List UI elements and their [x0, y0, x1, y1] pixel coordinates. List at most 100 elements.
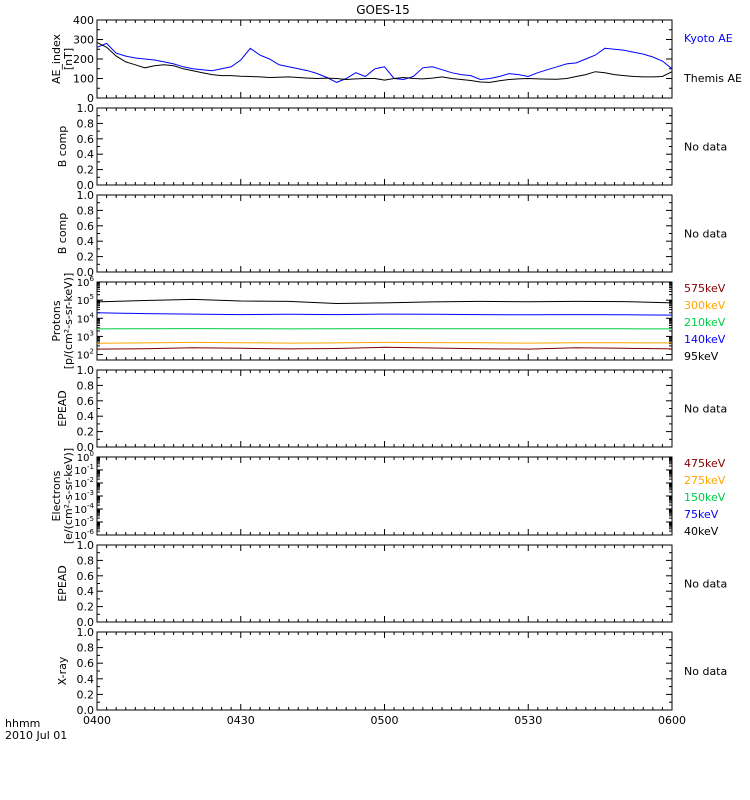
y-tick-label: 0.8 [77, 117, 95, 130]
x-tick-label: 0500 [371, 714, 399, 727]
y-tick-label: 0.4 [77, 235, 95, 248]
y-tick-label: 200 [73, 53, 94, 66]
no-data-label: No data [684, 665, 727, 678]
y-tick-label: 0.6 [77, 133, 95, 146]
panel-frame [96, 456, 673, 536]
series-line-themis-ae [96, 41, 673, 83]
figure-title: GOES-15 [356, 3, 410, 17]
y-tick-label: 1.0 [77, 364, 95, 377]
series-line-575kev [96, 346, 673, 350]
y-tick-label: 0.8 [77, 554, 95, 567]
panel-frame [96, 369, 673, 448]
y-tick-label: 10-3 [74, 489, 94, 503]
y-tick-label: 1.0 [77, 539, 95, 552]
panel-frame [96, 544, 673, 623]
y-tick-label: 10-6 [74, 528, 94, 542]
y-axis-label: Electrons [50, 470, 63, 521]
no-data-label: No data [684, 403, 727, 416]
y-tick-label: 10-1 [74, 463, 94, 477]
y-axis-label: AE_index [50, 33, 63, 84]
series-line-140kev [96, 312, 673, 316]
y-tick-label: 10-5 [74, 515, 94, 529]
legend-label: 210keV [684, 316, 726, 329]
legend-label: Kyoto AE [684, 32, 733, 45]
y-tick-label: 0.8 [77, 642, 95, 655]
legend-label: 575keV [684, 282, 726, 295]
y-tick-label: 0.6 [77, 220, 95, 233]
y-axis-label: X-ray [56, 656, 69, 685]
y-tick-label: 100 [77, 450, 94, 464]
panel-epead-2: EPEAD 0.0 0.2 0.4 0.6 0.8 1.0 No data [56, 539, 727, 629]
panel-frame [96, 631, 673, 711]
y-tick-label: 0.0 [77, 266, 95, 279]
no-data-label: No data [684, 141, 727, 154]
y-tick-label: 0.0 [77, 616, 95, 629]
legend-label: 40keV [684, 525, 719, 538]
y-tick-label: 0.0 [77, 179, 95, 192]
legend-label: 95keV [684, 350, 719, 363]
y-axis-label: EPEAD [56, 565, 69, 602]
y-tick-label: 0.4 [77, 585, 95, 598]
y-tick-label: 104 [77, 311, 95, 325]
y-tick-label: 0.2 [77, 251, 95, 264]
y-tick-label: 106 [77, 275, 95, 289]
y-tick-label: 0.6 [77, 570, 95, 583]
x-tick-label: 0400 [83, 714, 111, 727]
legend-label: 140keV [684, 333, 726, 346]
panel-ae-index: AE_index [nT] 0 100 200 300 400 Kyoto AE Themis … [50, 14, 742, 105]
y-tick-label: 1.0 [77, 102, 95, 115]
legend-label: 300keV [684, 299, 726, 312]
legend-label: 275keV [684, 474, 726, 487]
y-tick-label: 105 [77, 293, 94, 307]
no-data-label: No data [684, 228, 727, 241]
panel-frame [96, 107, 673, 186]
series-line-kyoto-ae [96, 42, 673, 83]
y-axis-unit-label: [p/(cm²-s-sr-keV)] [62, 273, 75, 370]
y-tick-label: 0.2 [77, 426, 95, 439]
y-tick-label: 0.8 [77, 379, 95, 392]
y-tick-label: 0.6 [77, 657, 95, 670]
y-tick-label: 0.2 [77, 601, 95, 614]
legend-label: Themis AE [683, 72, 742, 85]
y-axis-unit-label: [e/(cm²-s-sr-keV)] [62, 448, 75, 544]
legend-label: 475keV [684, 457, 726, 470]
y-tick-label: 1.0 [77, 626, 95, 639]
y-axis-label: B comp [56, 126, 69, 168]
panel-protons: Protons [p/(cm²-s-sr-keV)] 102 103 104 105 106… [50, 273, 726, 370]
no-data-label: No data [684, 578, 727, 591]
y-tick-label: 0 [87, 92, 94, 105]
x-tick-label: 0530 [514, 714, 542, 727]
legend-label: 150keV [684, 491, 726, 504]
y-tick-label: 0.4 [77, 148, 95, 161]
y-tick-label: 100 [73, 73, 94, 86]
y-tick-label: 0.4 [77, 410, 95, 423]
y-axis-unit-label: [nT] [62, 48, 75, 70]
y-tick-label: 0.0 [77, 704, 95, 717]
y-tick-label: 0.6 [77, 395, 95, 408]
y-tick-label: 400 [73, 14, 94, 27]
x-tick-label: 0430 [227, 714, 255, 727]
y-tick-label: 0.4 [77, 673, 95, 686]
y-axis-label: EPEAD [56, 390, 69, 427]
x-tick-label: 0600 [658, 714, 686, 727]
y-tick-label: 1.0 [77, 189, 95, 202]
series-line-300kev [96, 341, 673, 344]
y-tick-label: 103 [77, 329, 94, 343]
panel-electrons: Electrons [e/(cm²-s-sr-keV)] 10010-110-210… [50, 448, 726, 544]
y-tick-label: 10-4 [74, 502, 94, 516]
y-axis-label: Protons [50, 300, 63, 341]
panel-b-comp-2: B comp 0.0 0.2 0.4 0.6 0.8 1.0 No data [56, 189, 727, 279]
panel-frame [96, 194, 673, 273]
series-line-95kev [96, 298, 673, 305]
y-tick-label: 10-2 [74, 476, 94, 490]
y-axis-label: B comp [56, 213, 69, 255]
x-axis-label-hhmm: hhmm [5, 717, 40, 730]
y-tick-label: 102 [77, 348, 94, 362]
panel-x-ray: X-ray 0.0 0.2 0.4 0.6 0.8 1.0 No data [56, 626, 727, 717]
y-tick-label: 0.8 [77, 204, 95, 217]
legend-label: 75keV [684, 508, 719, 521]
x-axis-label-date: 2010 Jul 01 [5, 729, 67, 742]
y-tick-label: 300 [73, 34, 94, 47]
panel-epead-1: EPEAD 0.0 0.2 0.4 0.6 0.8 1.0 No data [56, 364, 727, 454]
